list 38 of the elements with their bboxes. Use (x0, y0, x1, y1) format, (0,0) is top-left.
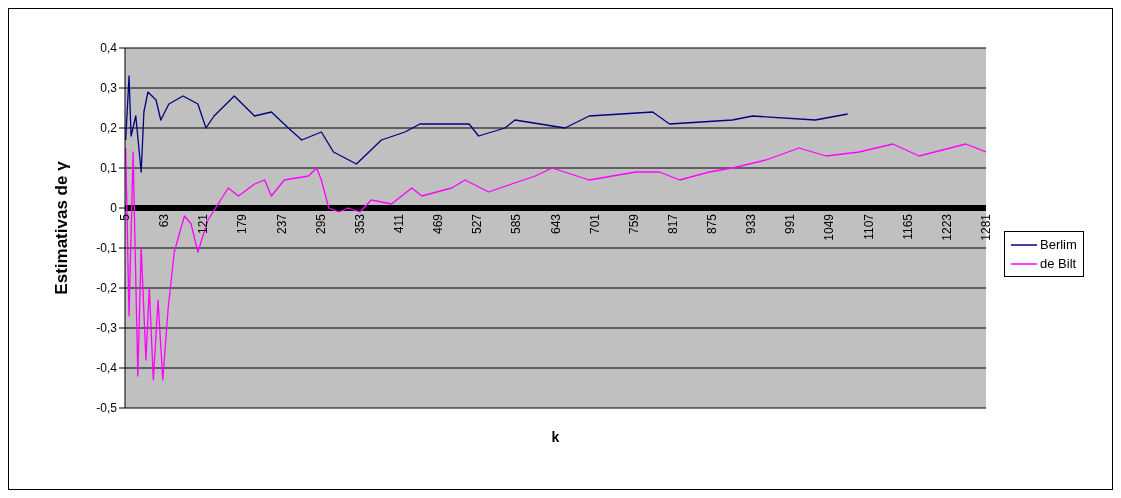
x-tick-label: 5 (118, 213, 132, 221)
y-tick-label: 0,1 (100, 161, 118, 176)
x-tick-label: 875 (705, 213, 720, 235)
x-tick-label: 1223 (939, 213, 954, 241)
x-tick-label: 527 (470, 213, 485, 235)
legend-label: Berlim (1040, 236, 1077, 254)
x-tick-label: 121 (196, 213, 211, 235)
line-series (125, 75, 849, 173)
x-tick-label: 585 (509, 213, 524, 235)
y-tick-label: 0 (110, 201, 118, 216)
x-tick-label: 1049 (822, 213, 837, 241)
y-tick-label: -0,5 (96, 401, 118, 416)
x-axis-title: k (550, 429, 561, 445)
x-tick-label: 411 (391, 213, 406, 234)
x-tick-label: 63 (157, 213, 172, 228)
x-tick-label: 1281 (979, 213, 993, 241)
x-tick-label: 643 (548, 213, 563, 235)
y-tick-label: 0,3 (100, 81, 118, 96)
x-tick-label: 759 (626, 213, 641, 235)
x-tick-label: 179 (235, 213, 250, 235)
x-tick-label: 701 (587, 213, 602, 235)
x-tick-label: 1165 (900, 213, 915, 240)
y-tick-label: -0,4 (96, 361, 118, 376)
x-tick-label: 933 (744, 213, 759, 235)
x-tick-label: 991 (783, 213, 798, 235)
legend-label: de Bilt (1040, 255, 1077, 273)
x-tick-label: 295 (313, 213, 328, 235)
y-tick-label: 0,4 (100, 41, 118, 56)
x-tick-label: 469 (431, 213, 446, 235)
x-tick-label: 237 (274, 213, 289, 235)
y-tick-label: -0,2 (96, 281, 118, 296)
y-tick-label: -0,1 (96, 241, 118, 256)
x-tick-label: 817 (665, 213, 680, 235)
x-tick-label: 353 (352, 213, 367, 235)
y-tick-label: 0,2 (100, 121, 118, 136)
x-tick-label: 1107 (861, 213, 876, 240)
y-tick-label: -0,3 (96, 321, 118, 336)
y-axis-title: Estimativas de γ (52, 160, 72, 295)
